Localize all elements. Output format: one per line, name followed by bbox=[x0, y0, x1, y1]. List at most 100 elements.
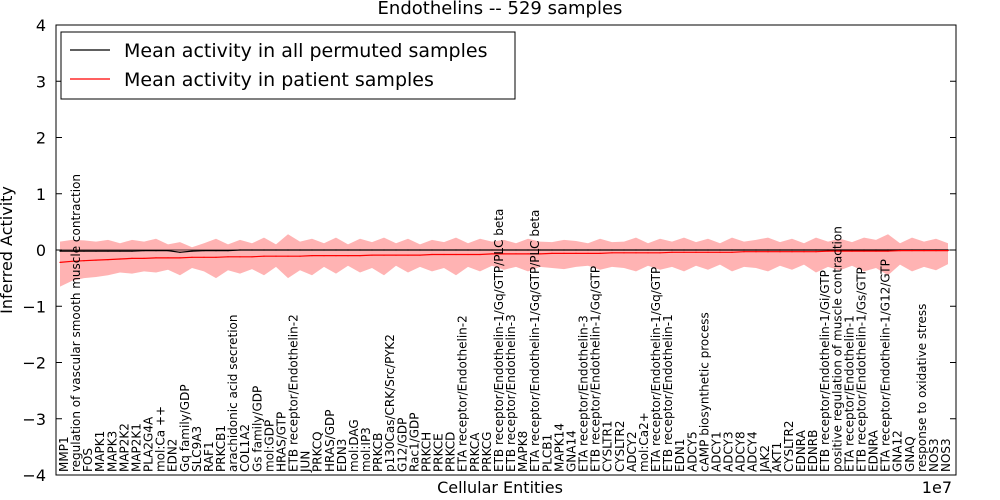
data-point bbox=[395, 249, 397, 251]
data-point bbox=[635, 249, 637, 251]
y-tick-label: 0 bbox=[36, 241, 46, 260]
entity-label: MAPK1 bbox=[93, 431, 107, 472]
entity-label: NOS3 bbox=[939, 438, 953, 472]
data-point bbox=[419, 249, 421, 251]
data-point bbox=[539, 249, 541, 251]
data-point bbox=[575, 249, 577, 251]
data-point bbox=[443, 253, 445, 256]
data-point bbox=[611, 249, 613, 251]
data-point bbox=[683, 249, 685, 251]
data-point bbox=[299, 249, 301, 251]
entity-label: Gq family/GDP bbox=[178, 384, 192, 472]
series-layer bbox=[59, 249, 949, 263]
data-point bbox=[407, 249, 409, 251]
data-point bbox=[863, 250, 865, 252]
data-point bbox=[95, 259, 97, 261]
data-point bbox=[71, 260, 73, 262]
data-point bbox=[503, 253, 505, 255]
data-point bbox=[887, 249, 889, 251]
data-point bbox=[371, 249, 373, 251]
data-point bbox=[143, 250, 145, 252]
data-point bbox=[83, 250, 85, 252]
data-point bbox=[551, 249, 553, 251]
data-point bbox=[287, 249, 289, 251]
data-point bbox=[371, 254, 373, 256]
data-point bbox=[239, 256, 241, 258]
entity-label: mol:GDP bbox=[262, 420, 276, 472]
data-point bbox=[851, 250, 853, 252]
data-point bbox=[455, 253, 457, 256]
data-point bbox=[743, 251, 745, 253]
data-point bbox=[839, 249, 841, 251]
data-point bbox=[767, 251, 769, 253]
data-point bbox=[743, 249, 745, 251]
data-point bbox=[587, 249, 589, 251]
data-point bbox=[659, 252, 661, 254]
data-point bbox=[767, 249, 769, 251]
data-point bbox=[311, 255, 313, 257]
x-axis-label: Cellular Entities bbox=[437, 478, 563, 497]
entity-label: p130Cas/CRK/Src/PYK2 bbox=[383, 334, 397, 472]
data-point bbox=[467, 253, 469, 256]
data-point bbox=[671, 249, 673, 251]
data-point bbox=[551, 252, 553, 254]
entity-label: EDNRA bbox=[794, 429, 808, 472]
data-point bbox=[227, 250, 229, 252]
data-point bbox=[611, 252, 613, 254]
entity-label: PRKCB bbox=[371, 433, 385, 472]
entity-label: ETB receptor/Endothelin-1/Gi/GTP bbox=[818, 270, 832, 472]
data-point bbox=[671, 251, 673, 253]
data-point bbox=[911, 250, 913, 252]
data-point bbox=[227, 256, 229, 258]
entity-label: PRKCB1 bbox=[214, 425, 228, 472]
entity-label: CYSLTR2 bbox=[782, 421, 796, 472]
entity-label: ETB receptor/Endothelin-1/Gq/GTP/PLC bet… bbox=[492, 209, 506, 472]
entity-label: MMP1 bbox=[57, 436, 71, 472]
data-point bbox=[323, 249, 325, 251]
entity-label: mol:DAG bbox=[347, 419, 361, 472]
data-point bbox=[167, 257, 169, 259]
data-point bbox=[599, 252, 601, 254]
entity-label: AKT1 bbox=[770, 442, 784, 472]
data-point bbox=[803, 251, 805, 253]
legend: Mean activity in all permuted samples Me… bbox=[60, 31, 516, 100]
entity-label: response to oxidative stress bbox=[915, 304, 929, 472]
data-point bbox=[383, 254, 385, 256]
data-point bbox=[623, 249, 625, 251]
data-point bbox=[647, 252, 649, 254]
entity-label: MAPK8 bbox=[516, 431, 530, 472]
data-point bbox=[431, 249, 433, 251]
data-point bbox=[755, 251, 757, 253]
data-point bbox=[515, 253, 517, 255]
data-point bbox=[467, 249, 469, 251]
data-point bbox=[599, 249, 601, 251]
data-point bbox=[335, 255, 337, 257]
entity-label: PRKCG bbox=[480, 432, 494, 472]
entity-label: PRKCD bbox=[444, 432, 458, 472]
entity-label: G12/GDP bbox=[395, 418, 409, 472]
entity-label: mol:Ca ++ bbox=[154, 406, 168, 472]
data-point bbox=[851, 249, 853, 251]
data-point bbox=[827, 250, 829, 252]
entity-label: HRAS/GDP bbox=[323, 409, 337, 472]
data-point bbox=[875, 249, 877, 251]
entity-label: ETA receptor/Endothelin-1/G12/GTP bbox=[879, 259, 893, 472]
data-point bbox=[203, 256, 205, 258]
data-point bbox=[347, 255, 349, 257]
data-point bbox=[359, 255, 361, 257]
entity-label: ETB receptor/Endothelin-1/Gs/GTP bbox=[854, 267, 868, 472]
data-point bbox=[563, 252, 565, 254]
data-point bbox=[131, 250, 133, 252]
data-point bbox=[887, 250, 889, 252]
data-point bbox=[515, 249, 517, 251]
entity-label: positive regulation of muscle contractio… bbox=[830, 226, 844, 472]
entity-label: MAPK3 bbox=[105, 431, 119, 472]
entity-label: PLA2G4A bbox=[142, 416, 156, 472]
data-point bbox=[443, 249, 445, 251]
entity-label: ETA receptor/Endothelin-1/Gq/GTP/PLC bet… bbox=[528, 210, 542, 472]
data-point bbox=[623, 252, 625, 254]
y-tick-label: 3 bbox=[36, 72, 46, 91]
entity-label: EDN1 bbox=[673, 439, 687, 472]
